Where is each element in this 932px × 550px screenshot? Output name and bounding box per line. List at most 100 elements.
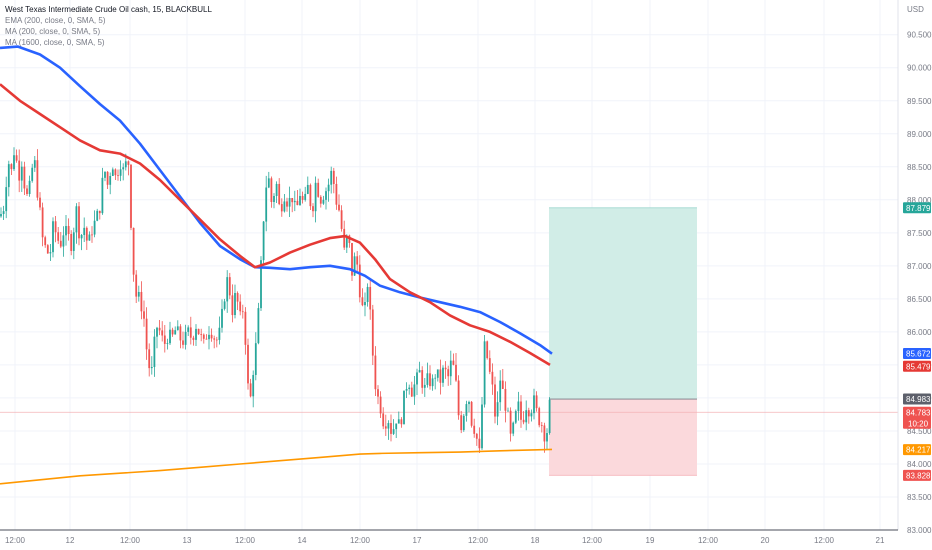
candle-body bbox=[101, 177, 104, 214]
candle-body bbox=[215, 339, 218, 341]
candle-body bbox=[538, 408, 541, 426]
candle-body bbox=[486, 341, 489, 359]
candle-body bbox=[504, 388, 507, 411]
candle-body bbox=[293, 200, 296, 203]
candle-body bbox=[39, 197, 41, 208]
candle bbox=[351, 242, 353, 281]
candle-body bbox=[470, 401, 473, 426]
time-tick-label: 12:00 bbox=[235, 536, 256, 545]
candle bbox=[135, 270, 138, 304]
candle-body bbox=[436, 369, 439, 378]
candle bbox=[442, 365, 444, 387]
candle bbox=[335, 176, 338, 210]
candle-body bbox=[41, 207, 44, 238]
candle-body bbox=[423, 384, 426, 388]
candle bbox=[57, 227, 60, 244]
candle bbox=[114, 168, 117, 181]
candle-body bbox=[200, 334, 203, 335]
price-axis: 83.00083.50084.00084.50085.00085.50086.0… bbox=[907, 31, 932, 535]
price-tick-label: 88.500 bbox=[907, 163, 932, 172]
candle bbox=[28, 175, 31, 197]
candle bbox=[218, 316, 221, 345]
candle-body bbox=[57, 232, 60, 241]
candle bbox=[137, 285, 140, 302]
price-badge-value: 85.479 bbox=[906, 362, 931, 371]
candle-body bbox=[5, 187, 8, 212]
candle bbox=[275, 181, 278, 203]
candle-body bbox=[88, 234, 91, 241]
candle-body bbox=[478, 438, 481, 449]
candle-body bbox=[426, 373, 429, 385]
candle bbox=[533, 388, 535, 420]
candle bbox=[384, 414, 387, 436]
candle-body bbox=[189, 327, 192, 338]
candle-body bbox=[291, 197, 294, 203]
candle bbox=[197, 328, 200, 335]
price-tick-label: 87.500 bbox=[907, 229, 932, 238]
candle bbox=[39, 192, 41, 211]
candle-body bbox=[140, 291, 143, 312]
candle bbox=[377, 385, 379, 405]
candle-body bbox=[192, 337, 195, 340]
time-tick-label: 18 bbox=[531, 536, 540, 545]
candle-body bbox=[33, 160, 36, 168]
candle bbox=[70, 230, 73, 256]
price-tick-label: 88.000 bbox=[907, 196, 932, 205]
candle-body bbox=[392, 429, 395, 434]
candle-body bbox=[72, 232, 75, 251]
candle-body bbox=[548, 399, 551, 434]
candle-body bbox=[312, 206, 314, 212]
candle bbox=[514, 409, 517, 425]
candle-body bbox=[410, 387, 413, 397]
candle-body bbox=[260, 260, 262, 309]
candle-body bbox=[366, 286, 369, 303]
candle bbox=[174, 326, 177, 335]
candle bbox=[158, 320, 161, 336]
candle bbox=[179, 324, 182, 349]
candle-body bbox=[512, 422, 515, 434]
candle bbox=[400, 417, 403, 428]
candle-body bbox=[124, 161, 127, 168]
candle-body bbox=[421, 370, 424, 388]
candle bbox=[18, 149, 21, 193]
candle-body bbox=[252, 374, 255, 397]
candle-body bbox=[267, 178, 270, 188]
candle bbox=[293, 190, 296, 212]
candle bbox=[83, 217, 86, 242]
candle-body bbox=[169, 329, 171, 344]
candle-body bbox=[166, 343, 169, 344]
price-tick-label: 87.000 bbox=[907, 262, 932, 271]
candle-body bbox=[395, 423, 398, 430]
price-badge-value: 84.783 bbox=[906, 408, 931, 417]
candle bbox=[371, 304, 374, 365]
symbol-title[interactable]: West Texas Intermediate Crude Oil cash, … bbox=[5, 5, 212, 14]
candle-body bbox=[176, 326, 179, 331]
candle-body bbox=[338, 204, 340, 211]
candle bbox=[395, 423, 398, 439]
candle-body bbox=[382, 413, 385, 427]
candle-body bbox=[62, 235, 65, 247]
candle-body bbox=[509, 410, 512, 434]
candle-body bbox=[540, 425, 543, 426]
candle bbox=[166, 338, 169, 350]
candle bbox=[280, 198, 283, 217]
candle-body bbox=[460, 415, 463, 431]
candle-body bbox=[197, 328, 200, 335]
candle bbox=[78, 201, 80, 246]
candle-body bbox=[525, 410, 528, 423]
indicator-ma200-label[interactable]: MA (200, close, 0, SMA, 5) bbox=[5, 27, 101, 36]
candle bbox=[109, 172, 112, 195]
time-tick-label: 19 bbox=[646, 536, 655, 545]
candle bbox=[231, 284, 234, 323]
candle bbox=[306, 176, 309, 195]
candle-body bbox=[397, 419, 400, 424]
candle bbox=[291, 197, 294, 213]
indicator-ma1600-label[interactable]: MA (1600, close, 0, SMA, 5) bbox=[5, 38, 105, 47]
candle-body bbox=[83, 227, 86, 236]
candle-body bbox=[546, 433, 548, 442]
candle-body bbox=[457, 380, 460, 416]
time-tick-label: 14 bbox=[298, 536, 307, 545]
indicator-ema200-label[interactable]: EMA (200, close, 0, SMA, 5) bbox=[5, 16, 106, 25]
